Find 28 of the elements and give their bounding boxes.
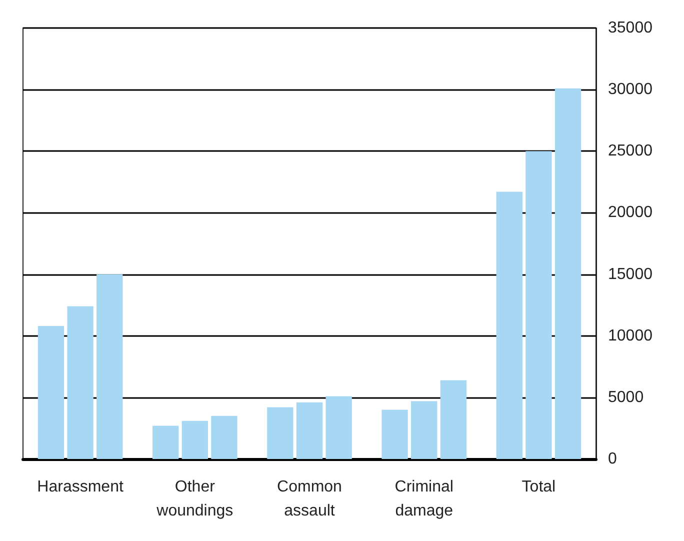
bar xyxy=(152,426,179,459)
bar xyxy=(554,88,582,459)
bar xyxy=(496,192,522,459)
y-tick-label: 15000 xyxy=(608,266,653,283)
y-tick-label: 25000 xyxy=(608,142,653,160)
x-tick-label: Criminal damage xyxy=(394,478,454,520)
x-tick-label: Total xyxy=(522,478,556,496)
x-tick-label: Harassment xyxy=(37,478,124,496)
y-tick-label: 10000 xyxy=(608,327,653,344)
bar xyxy=(526,151,552,459)
y-tick-label: 20000 xyxy=(608,204,653,222)
x-tick-label: Common assault xyxy=(277,478,342,520)
bar xyxy=(38,326,64,459)
y-tick-label: 0 xyxy=(608,450,617,468)
y-tick-label: 5000 xyxy=(608,388,644,406)
bar xyxy=(211,416,238,459)
bar xyxy=(326,396,352,459)
y-tick-label: 35000 xyxy=(608,20,653,36)
bar xyxy=(96,274,123,459)
bar xyxy=(67,306,94,459)
bar xyxy=(182,420,208,459)
y-tick-label: 30000 xyxy=(608,81,653,98)
bar xyxy=(411,401,438,459)
bar xyxy=(382,410,408,459)
bar xyxy=(440,380,466,459)
x-tick-label: Other woundings xyxy=(156,478,234,520)
bar xyxy=(296,402,323,459)
bar xyxy=(267,407,294,459)
